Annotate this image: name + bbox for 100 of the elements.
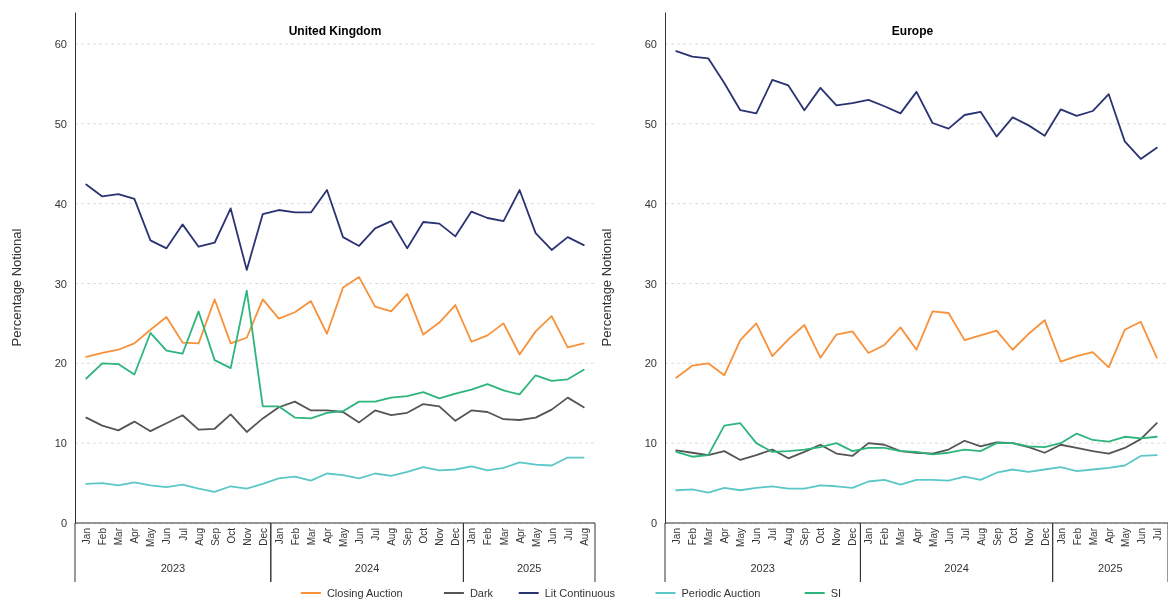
text: 2023	[750, 562, 775, 574]
y-tick-label: 0	[650, 517, 657, 530]
x-tick-label: Oct	[1007, 527, 1019, 544]
y-tick-label: 50	[54, 117, 67, 130]
x-tick-label: Jul	[370, 528, 382, 541]
x-tick-label: Mar	[703, 527, 715, 546]
x-tick-label: Jul	[562, 528, 574, 541]
x-tick-label: Mar	[113, 527, 125, 546]
x-tick-label: Jan	[81, 528, 93, 545]
x-tick-label: Mar	[1087, 527, 1099, 546]
x-tick-label: Aug	[578, 528, 590, 546]
line-series	[675, 310, 1158, 379]
x-tick-label: Nov	[434, 528, 446, 546]
x-tick-label: Feb	[482, 527, 494, 546]
y-tick-label: 10	[644, 437, 657, 450]
x-tick-label: Mar	[498, 527, 510, 546]
x-tick-label: Feb	[1071, 527, 1083, 546]
legend-label: Dark	[469, 587, 494, 599]
x-tick-label: Aug	[193, 528, 205, 546]
x-tick-label: Sep	[799, 527, 811, 546]
y-tick-label: 50	[644, 117, 657, 130]
x-tick-label: Feb	[289, 527, 301, 546]
x-tick-label: Dec	[257, 528, 269, 546]
x-tick-label: Jul	[1151, 528, 1163, 541]
text: 2024	[944, 562, 969, 574]
x-tick-label: Mar	[895, 527, 907, 546]
x-tick-label: Dec	[450, 528, 462, 546]
x-tick-label: Jun	[161, 528, 173, 545]
x-tick-label: Jun	[751, 528, 763, 545]
x-tick-label: Apr	[514, 527, 526, 544]
line-series	[85, 276, 585, 358]
x-tick-label: Oct	[815, 527, 827, 544]
x-tick-label: Apr	[911, 527, 923, 544]
x-tick-label: Nov	[831, 528, 843, 546]
x-tick-label: Dec	[847, 528, 859, 546]
x-tick-label: Apr	[1103, 527, 1115, 544]
x-tick-label: Aug	[975, 528, 987, 546]
y-tick-label: 20	[644, 357, 657, 370]
x-tick-label: Aug	[783, 528, 795, 546]
x-tick-label: Jun	[943, 528, 955, 545]
legend-label: Closing Auction	[326, 587, 403, 599]
x-tick-label: Apr	[129, 527, 141, 544]
y-tick-label: 60	[644, 37, 657, 50]
x-tick-label: Jun	[546, 528, 558, 545]
x-tick-label: May	[530, 528, 542, 547]
legend-label: SI	[830, 587, 842, 599]
y-tick-label: 30	[54, 277, 67, 290]
x-tick-label: Nov	[1023, 528, 1035, 546]
legend-label: Periodic Auction	[681, 587, 761, 599]
legend-label: Lit Continuous	[544, 587, 616, 599]
x-tick-label: Apr	[321, 527, 333, 544]
x-tick-label: Jun	[1135, 528, 1147, 545]
x-tick-label: May	[927, 528, 939, 547]
x-tick-label: Jul	[959, 528, 971, 541]
y-tick-label: 40	[54, 197, 67, 210]
x-tick-label: Jan	[863, 528, 875, 545]
line-series	[85, 183, 585, 271]
x-tick-label: Feb	[879, 527, 891, 546]
x-tick-label: Oct	[418, 527, 430, 544]
x-tick-label: Mar	[305, 527, 317, 546]
y-tick-label: 60	[54, 37, 67, 50]
x-tick-label: May	[338, 528, 350, 547]
x-tick-label: Jun	[354, 528, 366, 545]
x-tick-label: May	[1119, 528, 1131, 547]
x-tick-label: Feb	[687, 527, 699, 546]
x-tick-label: Oct	[225, 527, 237, 544]
x-tick-label: Jan	[1055, 528, 1067, 545]
line-series	[85, 289, 585, 420]
x-tick-label: Jul	[177, 528, 189, 541]
text: 2023	[160, 562, 186, 574]
y-tick-label: 20	[54, 357, 67, 370]
x-tick-label: Jul	[767, 528, 779, 541]
text: United Kingdom	[288, 24, 382, 38]
x-tick-label: Sep	[991, 527, 1003, 546]
y-tick-label: 0	[60, 517, 67, 530]
line-series	[85, 456, 585, 493]
x-tick-label: Jan	[273, 528, 285, 545]
y-axis-title: Percentage Notional	[9, 228, 24, 347]
text: 2025	[1098, 562, 1123, 574]
x-tick-label: Feb	[97, 527, 109, 546]
x-tick-label: May	[145, 528, 157, 547]
line-series	[675, 50, 1158, 160]
y-tick-label: 40	[644, 197, 657, 210]
x-tick-label: May	[735, 528, 747, 547]
x-tick-label: Nov	[241, 528, 253, 546]
y-axis-title: Percentage Notional	[599, 228, 614, 347]
x-tick-label: Jan	[671, 528, 683, 545]
text: Europe	[891, 24, 934, 38]
y-tick-label: 10	[54, 437, 67, 450]
x-tick-label: Jan	[466, 528, 478, 545]
line-series	[85, 396, 585, 433]
y-tick-label: 30	[644, 277, 657, 290]
x-tick-label: Apr	[719, 527, 731, 544]
x-tick-label: Aug	[386, 528, 398, 546]
line-series	[675, 454, 1158, 494]
text: 2024	[354, 562, 380, 574]
x-tick-label: Dec	[1039, 528, 1051, 546]
x-tick-label: Sep	[209, 527, 221, 546]
x-tick-label: Sep	[402, 527, 414, 546]
text: 2025	[516, 562, 542, 574]
